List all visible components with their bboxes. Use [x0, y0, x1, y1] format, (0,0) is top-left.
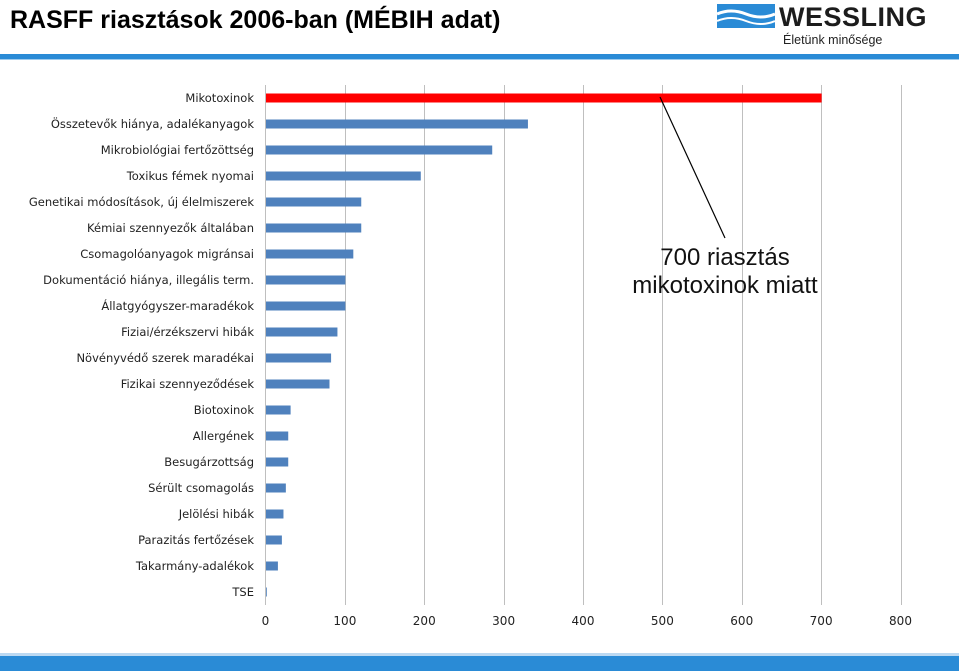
bar-3 — [266, 145, 493, 155]
bar-13 — [266, 405, 291, 415]
logo-tagline: Életünk minősége — [783, 33, 883, 47]
grid-lines — [345, 85, 902, 605]
x-tick-label: 800 — [889, 614, 912, 628]
bar-8 — [266, 275, 346, 285]
category-label: Biotoxinok — [194, 403, 255, 417]
category-label: Összetevők hiánya, adalékanyagok — [51, 115, 255, 131]
category-label: Takarmány-adalékok — [135, 559, 254, 573]
category-label: Csomagolóanyagok migránsai — [80, 247, 254, 261]
bar-1 — [266, 93, 822, 103]
header-band-highlight — [0, 59, 959, 60]
x-tick-label: 200 — [413, 614, 436, 628]
x-tick-label: 100 — [333, 614, 356, 628]
x-tick-label: 0 — [262, 614, 270, 628]
x-tick-label: 400 — [572, 614, 595, 628]
category-label: Mikotoxinok — [185, 91, 254, 105]
x-tick-label: 700 — [810, 614, 833, 628]
footer-band — [0, 656, 959, 671]
wessling-logo: WESSLING Életünk minősége — [717, 2, 949, 50]
bar-6 — [266, 223, 362, 233]
x-tick-label: 300 — [492, 614, 515, 628]
category-label: Fiziai/érzékszervi hibák — [121, 325, 254, 339]
callout-pointer-line — [659, 96, 726, 239]
category-label: Állatgyógyszer-maradékok — [101, 298, 254, 313]
category-label: Sérült csomagolás — [148, 481, 254, 495]
category-label: Genetikai módosítások, új élelmiszerek — [29, 195, 254, 209]
x-axis-tick-labels: 0 100 200 300 400 500 600 700 800 — [262, 614, 912, 628]
category-label: TSE — [231, 585, 254, 599]
bar-14 — [266, 431, 289, 441]
category-label: Mikrobiológiai fertőzöttség — [101, 143, 254, 157]
category-label: Parazitás fertőzések — [138, 533, 254, 547]
bar-17 — [266, 509, 284, 519]
category-labels: Mikotoxinok Összetevők hiánya, adalékanya… — [29, 91, 254, 599]
category-label: Növényvédő szerek maradékai — [76, 351, 254, 365]
bar-7 — [266, 249, 354, 259]
bar-11 — [266, 353, 332, 363]
callout-annotation: 700 riasztás mikotoxinok miatt — [605, 244, 845, 300]
callout-line-1: 700 riasztás — [660, 244, 790, 271]
bar-2 — [266, 119, 528, 129]
callout-line-2: mikotoxinok miatt — [632, 272, 818, 299]
category-label: Dokumentáció hiánya, illegális term. — [43, 273, 254, 287]
footer-band-highlight — [0, 653, 959, 656]
bar-9 — [266, 301, 346, 311]
category-label: Jelölési hibák — [178, 507, 255, 521]
bar-5 — [266, 197, 362, 207]
bar-4 — [266, 171, 421, 181]
logo-name: WESSLING — [779, 2, 928, 32]
category-label: Toxikus fémek nyomai — [126, 169, 254, 183]
bar-10 — [266, 327, 338, 337]
header-band — [0, 54, 959, 59]
wave-logo-icon — [717, 4, 775, 28]
bar-19 — [266, 561, 278, 571]
x-tick-label: 600 — [730, 614, 753, 628]
x-tick-label: 500 — [651, 614, 674, 628]
category-label: Besugárzottság — [164, 455, 254, 469]
page-title: RASFF riasztások 2006-ban (MÉBIH adat) — [10, 6, 501, 34]
bar-12 — [266, 379, 330, 389]
bars — [266, 93, 822, 597]
category-label: Kémiai szennyezők általában — [87, 221, 254, 235]
category-label: Fizikai szennyeződések — [121, 377, 255, 391]
category-label: Allergének — [193, 429, 255, 443]
bar-20 — [266, 587, 267, 597]
bar-18 — [266, 535, 282, 545]
bar-15 — [266, 457, 289, 467]
bar-16 — [266, 483, 286, 493]
